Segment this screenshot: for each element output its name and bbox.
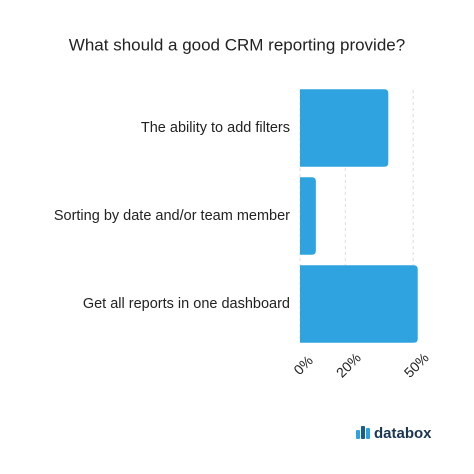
- x-tick-label: 20%: [333, 350, 364, 381]
- brand-logo: databox: [356, 425, 432, 442]
- y-tick-label: Get all reports in one dashboard: [83, 296, 290, 312]
- bar: [300, 89, 389, 167]
- chart-title: What should a good CRM reporting provide…: [69, 35, 405, 54]
- logo-bar: [356, 430, 360, 439]
- logo-bar: [366, 428, 370, 439]
- brand-name: databox: [374, 425, 432, 442]
- x-tick-label: 50%: [401, 350, 432, 381]
- bar: [300, 265, 418, 343]
- logo-bar: [361, 426, 365, 439]
- bar: [300, 177, 316, 255]
- x-tick-label: 0%: [290, 352, 316, 378]
- y-tick-label: The ability to add filters: [141, 120, 290, 136]
- y-tick-label: Sorting by date and/or team member: [54, 208, 290, 224]
